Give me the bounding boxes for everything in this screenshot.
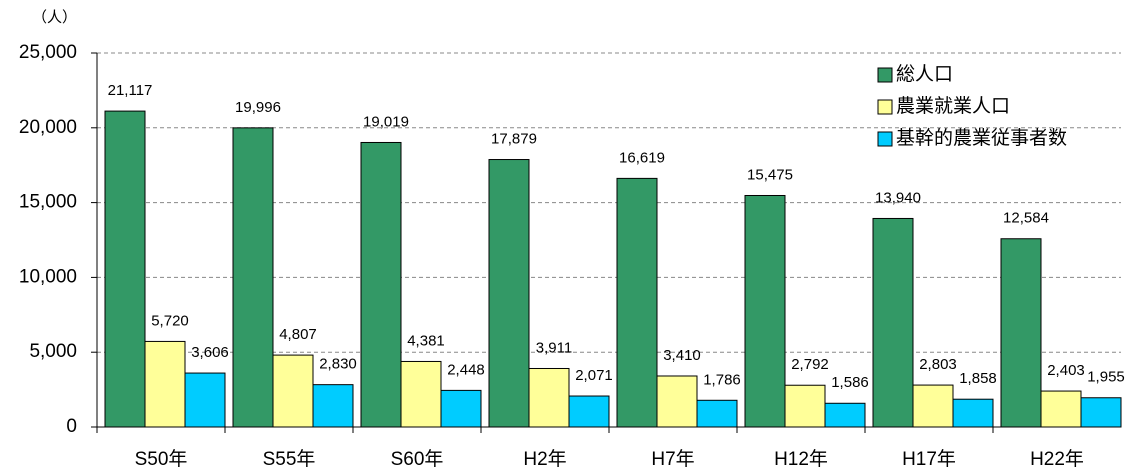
value-label: 2,792 [791, 356, 829, 373]
bar [272, 354, 314, 428]
value-label: 1,586 [831, 374, 869, 391]
value-label: 2,071 [575, 367, 613, 384]
legend-label: 基幹的農業従事者数 [896, 127, 1067, 149]
bar [312, 384, 354, 428]
bar [656, 375, 698, 428]
bar [952, 398, 994, 428]
value-label: 21,117 [108, 82, 153, 99]
value-label: 1,955 [1087, 369, 1125, 386]
value-label: 5,720 [151, 312, 189, 329]
x-tick-label: H7年 [651, 448, 694, 470]
bar [872, 217, 914, 428]
bar [1040, 390, 1082, 428]
bar [568, 395, 610, 428]
value-label: 4,807 [279, 326, 317, 343]
bar [616, 177, 658, 428]
x-tick-label: S60年 [391, 448, 444, 470]
bar [144, 340, 186, 428]
value-label: 15,475 [747, 166, 793, 183]
value-label: 2,803 [919, 356, 957, 373]
bar [400, 360, 442, 428]
legend-label: 総人口 [896, 63, 953, 85]
legend-swatch [877, 99, 893, 115]
y-tick-label: 25,000 [19, 42, 77, 63]
bar [440, 389, 482, 428]
x-tick-label: H22年 [1030, 448, 1084, 470]
bar [1080, 397, 1122, 428]
bar [1000, 238, 1042, 428]
value-label: 1,858 [959, 370, 997, 387]
bar [184, 372, 226, 428]
bar [696, 399, 738, 428]
legend-swatch [877, 67, 893, 83]
bar [232, 127, 274, 428]
x-tick-label: S55年 [263, 448, 316, 470]
x-tick-label: H2年 [523, 448, 566, 470]
bar [824, 402, 866, 428]
value-label: 3,911 [536, 339, 572, 356]
x-tick-label: H12年 [774, 448, 828, 470]
bar [528, 367, 570, 428]
y-tick-label: 10,000 [19, 266, 77, 287]
value-label: 4,381 [407, 332, 445, 349]
value-label: 2,403 [1047, 362, 1085, 379]
x-tick-label: H17年 [902, 448, 956, 470]
y-tick-label: 20,000 [19, 117, 77, 138]
legend-label: 農業就業人口 [896, 95, 1010, 117]
value-label: 12,584 [1003, 210, 1049, 227]
value-label: 16,619 [619, 149, 665, 166]
bar [488, 159, 530, 428]
value-label: 2,448 [447, 361, 485, 378]
value-label: 17,879 [491, 130, 537, 147]
y-unit: （人） [32, 9, 77, 26]
value-label: 13,940 [875, 189, 921, 206]
value-label: 19,996 [235, 99, 281, 116]
y-tick-label: 5,000 [29, 341, 77, 362]
value-label: 19,019 [363, 113, 409, 130]
bar [784, 384, 826, 428]
y-tick-label: 0 [66, 416, 77, 437]
value-label: 2,830 [319, 356, 357, 373]
bar [104, 110, 146, 428]
value-label: 3,606 [191, 344, 229, 361]
value-label: 1,786 [703, 371, 741, 388]
value-label: 3,410 [663, 347, 701, 364]
x-tick-label: S50年 [135, 448, 188, 470]
legend-swatch [877, 131, 893, 147]
y-tick-label: 15,000 [19, 192, 77, 213]
bar [912, 384, 954, 428]
bar [744, 194, 786, 428]
bar [360, 141, 402, 428]
